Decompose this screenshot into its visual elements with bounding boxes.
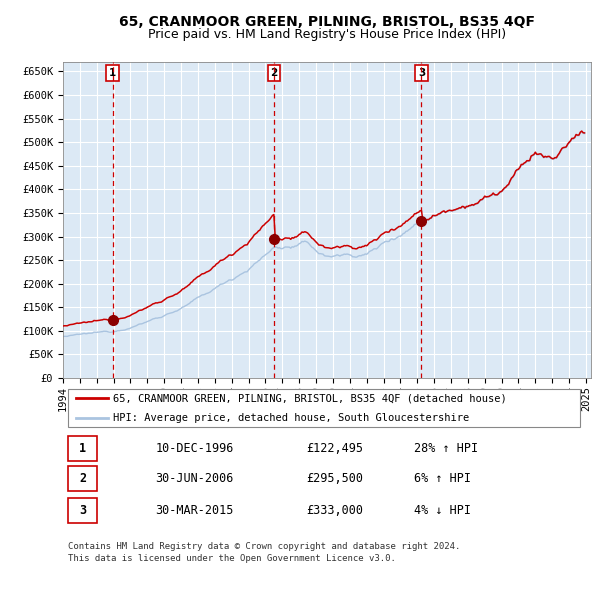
Text: 2: 2 xyxy=(270,68,277,78)
Text: 1: 1 xyxy=(109,68,116,78)
Text: 10-DEC-1996: 10-DEC-1996 xyxy=(155,442,234,455)
Text: 1: 1 xyxy=(79,442,86,455)
Text: £122,495: £122,495 xyxy=(306,442,363,455)
Text: 6% ↑ HPI: 6% ↑ HPI xyxy=(414,473,471,486)
Text: Price paid vs. HM Land Registry's House Price Index (HPI): Price paid vs. HM Land Registry's House … xyxy=(148,28,506,41)
FancyBboxPatch shape xyxy=(68,466,97,491)
Text: 3: 3 xyxy=(418,68,425,78)
FancyBboxPatch shape xyxy=(68,436,97,461)
Text: £333,000: £333,000 xyxy=(306,504,363,517)
Text: £295,500: £295,500 xyxy=(306,473,363,486)
Text: 4% ↓ HPI: 4% ↓ HPI xyxy=(414,504,471,517)
Text: 2: 2 xyxy=(79,473,86,486)
FancyBboxPatch shape xyxy=(68,498,97,523)
Text: 30-JUN-2006: 30-JUN-2006 xyxy=(155,473,234,486)
Text: 30-MAR-2015: 30-MAR-2015 xyxy=(155,504,234,517)
Text: HPI: Average price, detached house, South Gloucestershire: HPI: Average price, detached house, Sout… xyxy=(113,413,469,423)
Text: 3: 3 xyxy=(79,504,86,517)
Text: 65, CRANMOOR GREEN, PILNING, BRISTOL, BS35 4QF (detached house): 65, CRANMOOR GREEN, PILNING, BRISTOL, BS… xyxy=(113,394,507,404)
FancyBboxPatch shape xyxy=(68,389,580,427)
Text: Contains HM Land Registry data © Crown copyright and database right 2024.
This d: Contains HM Land Registry data © Crown c… xyxy=(68,542,461,563)
Text: 65, CRANMOOR GREEN, PILNING, BRISTOL, BS35 4QF: 65, CRANMOOR GREEN, PILNING, BRISTOL, BS… xyxy=(119,15,535,29)
Text: 28% ↑ HPI: 28% ↑ HPI xyxy=(414,442,478,455)
